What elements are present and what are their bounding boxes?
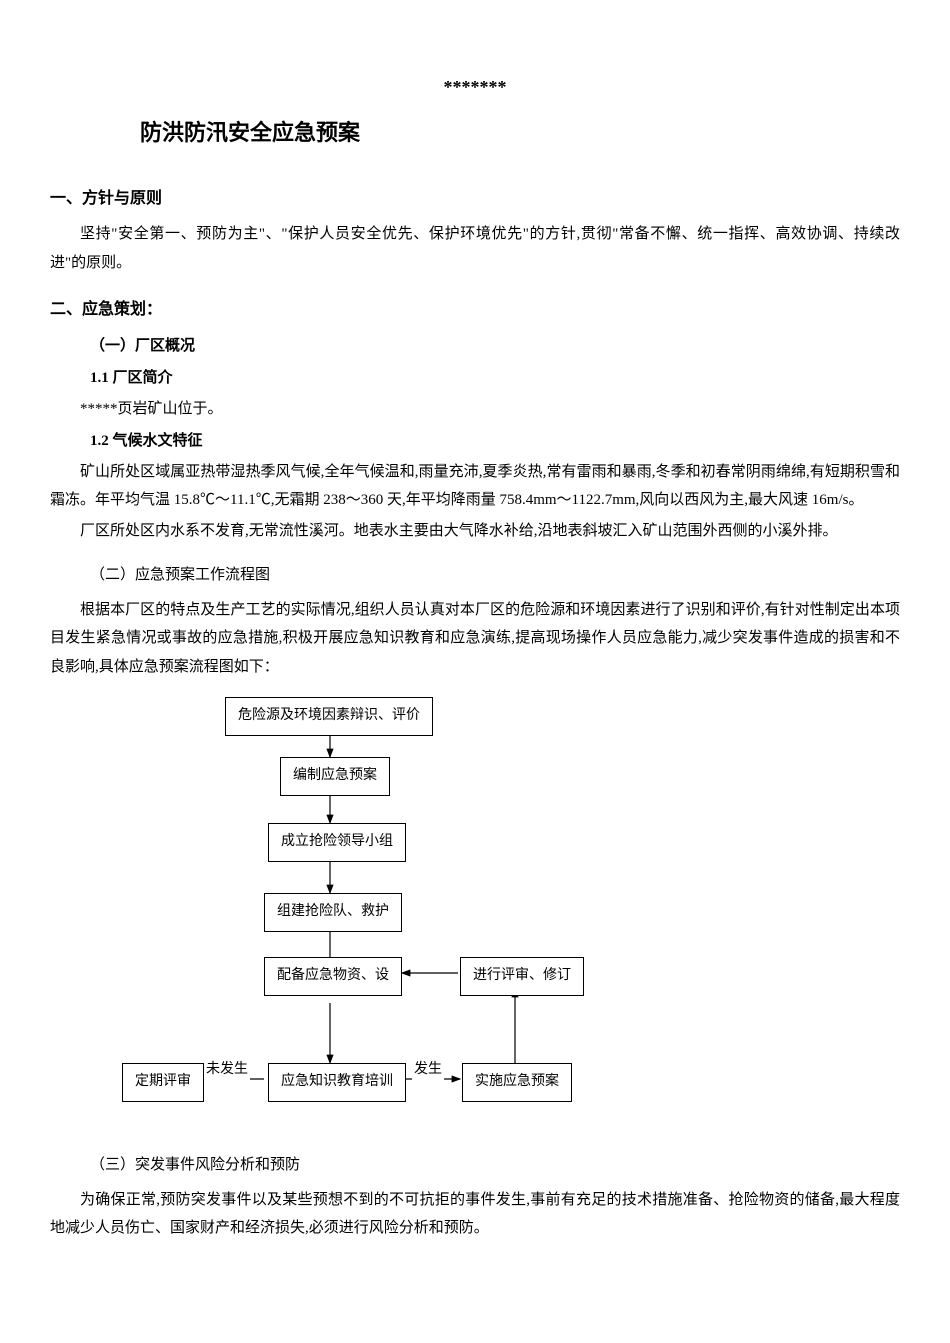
- flow-label-left: 未发生: [204, 1057, 250, 1084]
- section2-sub1-p2: 矿山所处区域属亚热带湿热季风气候,全年气候温和,雨量充沛,夏季炎热,常有雷雨和暴…: [50, 458, 900, 515]
- flowchart-container: 危险源及环境因素辩识、评价 编制应急预案 成立抢险领导小组 组建抢险队、救护 配…: [90, 695, 630, 1135]
- flow-node-supplies: 配备应急物资、设: [264, 957, 402, 996]
- flow-node-rescue: 组建抢险队、救护: [264, 893, 402, 932]
- flow-node-hazard: 危险源及环境因素辩识、评价: [225, 697, 433, 736]
- section2-sub2-p1: 根据本厂区的特点及生产工艺的实际情况,组织人员认真对本厂区的危险源和环境因素进行…: [50, 596, 900, 682]
- flow-label-right: 发生: [412, 1057, 444, 1084]
- flow-node-revise: 进行评审、修订: [460, 957, 584, 996]
- section2-sub1-h1: 1.1 厂区简介: [90, 364, 900, 393]
- section2-sub3-title: （三）突发事件风险分析和预防: [90, 1151, 900, 1180]
- header-asterisks: *******: [50, 70, 900, 104]
- section2-sub2-title: （二）应急预案工作流程图: [90, 561, 900, 590]
- flow-node-leadgroup: 成立抢险领导小组: [268, 823, 406, 862]
- section1-title: 一、方针与原则: [50, 184, 900, 214]
- section2-sub3-p1: 为确保正常,预防突发事件以及某些预想不到的不可抗拒的事件发生,事前有充足的技术措…: [50, 1186, 900, 1243]
- section1-p1: 坚持"安全第一、预防为主"、"保护人员安全优先、保护环境优先"的方针,贯彻"常备…: [50, 220, 900, 277]
- flow-node-implement: 实施应急预案: [462, 1063, 572, 1102]
- section2-sub1-title: （一）厂区概况: [90, 332, 900, 361]
- flow-node-training: 应急知识教育培训: [268, 1063, 406, 1102]
- flow-node-plan: 编制应急预案: [280, 757, 390, 796]
- section2-title: 二、应急策划：: [50, 295, 900, 325]
- main-title: 防洪防汛安全应急预案: [140, 112, 900, 154]
- section2-sub1-p1: *****页岩矿山位于。: [50, 395, 900, 424]
- section2-sub1-p3: 厂区所处区内水系不发育,无常流性溪河。地表水主要由大气降水补给,沿地表斜坡汇入矿…: [50, 517, 900, 546]
- flow-node-review: 定期评审: [122, 1063, 204, 1102]
- section2-sub1-h2: 1.2 气候水文特征: [90, 427, 900, 456]
